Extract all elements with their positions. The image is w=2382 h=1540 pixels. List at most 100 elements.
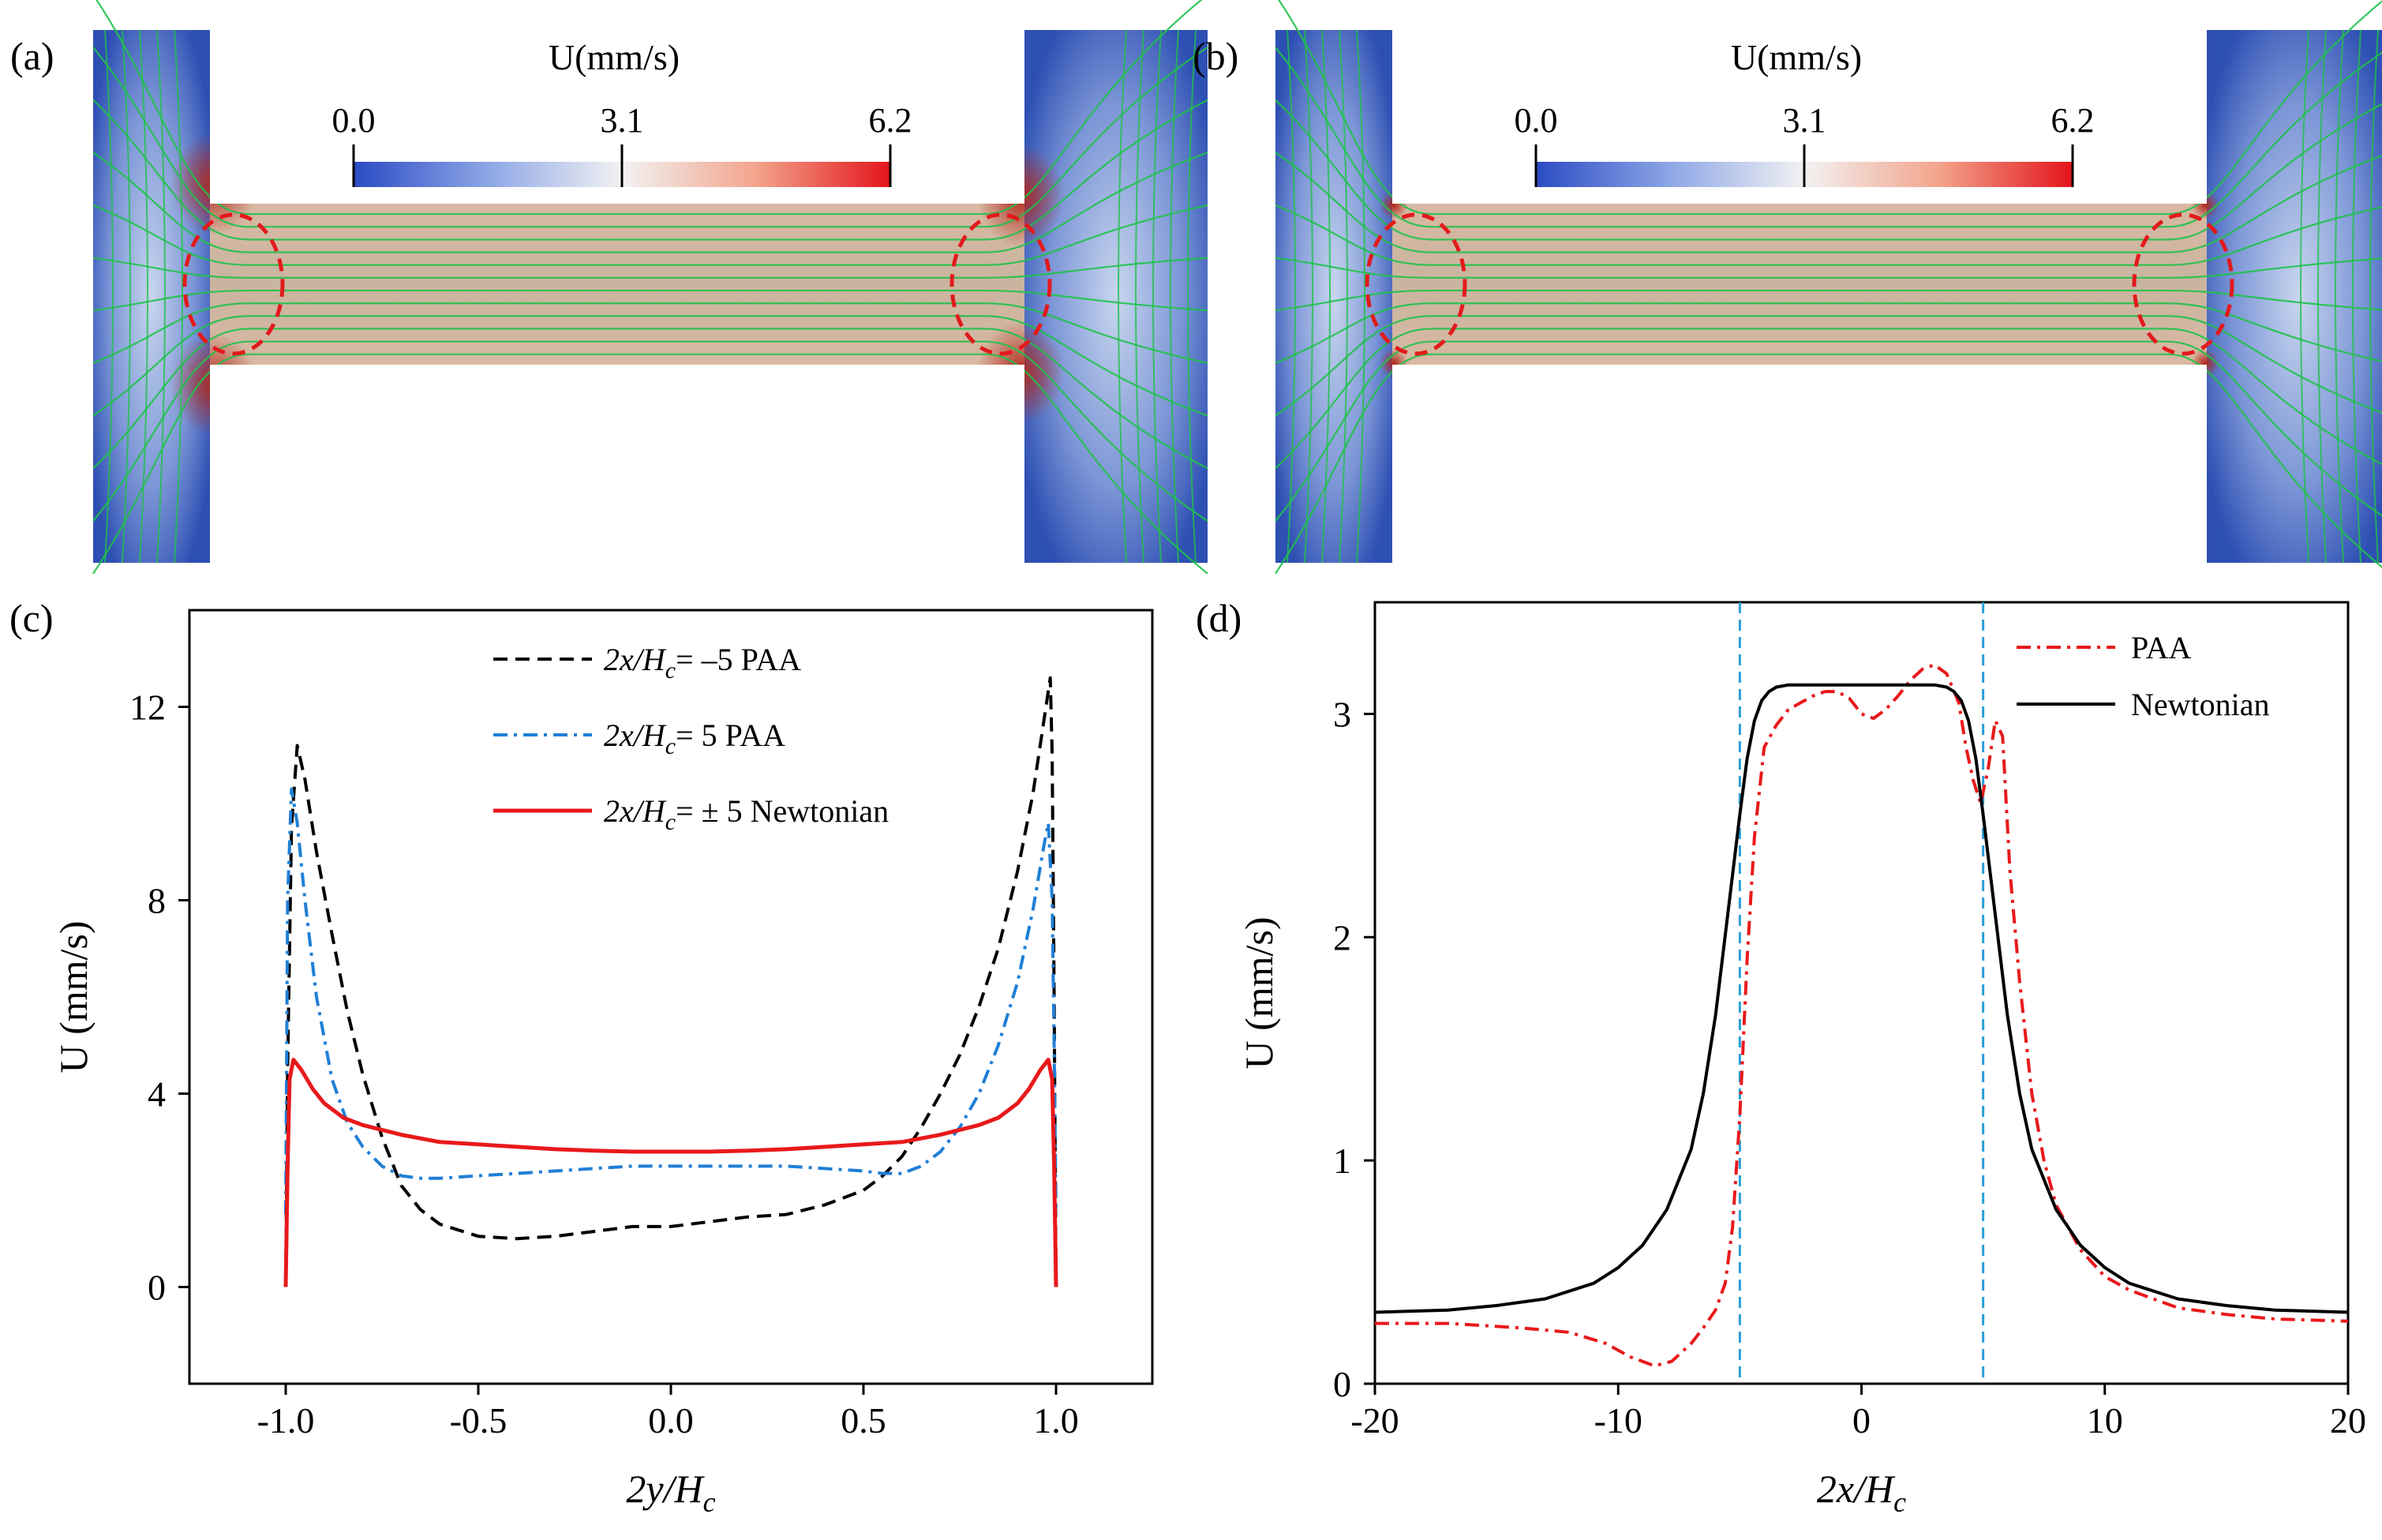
streamline xyxy=(1187,29,1197,564)
y-tick-label: 4 xyxy=(148,1074,166,1115)
wall-bottom xyxy=(210,365,1024,563)
x-axis-label: 2y/Hc xyxy=(626,1467,715,1518)
streamline xyxy=(1275,353,2382,575)
right-reservoir xyxy=(1024,30,1208,563)
entrance-ellipse xyxy=(1365,212,1467,356)
streamline xyxy=(92,315,1208,417)
wall-bottom xyxy=(1392,365,2207,563)
exit-ellipse xyxy=(2132,212,2234,356)
colorbar-tick-label: 6.2 xyxy=(869,101,912,140)
legend-label-sub: c xyxy=(665,809,676,835)
x-tick-label: -0.5 xyxy=(450,1400,507,1441)
streamline xyxy=(1275,289,2382,312)
legend-label-pre: 2x/H xyxy=(604,642,667,677)
streamline xyxy=(1275,302,2382,365)
streamline xyxy=(174,29,183,564)
streamline xyxy=(2300,29,2309,564)
panel-label: (b) xyxy=(1193,34,1238,78)
legend-label: 2x/Hc= ± 5 Newtonian xyxy=(604,793,889,835)
streamline xyxy=(92,257,1208,279)
series-line xyxy=(284,676,1058,1287)
y-tick-label: 3 xyxy=(1333,694,1351,734)
streamline xyxy=(92,99,1208,241)
streamline xyxy=(92,353,1208,575)
streamline xyxy=(92,47,1208,228)
streamline xyxy=(2369,29,2379,564)
x-tick-label: 0.0 xyxy=(648,1400,694,1441)
x-axis-label-main: 2x/H xyxy=(1817,1467,1896,1511)
streamline xyxy=(1275,257,2382,279)
x-tick-label: 0.5 xyxy=(841,1400,886,1441)
streamline xyxy=(1278,0,2382,215)
series-line xyxy=(1374,683,2349,1314)
panel-a: 0.0 3.1 6.2 U(mm/s) (a) xyxy=(10,0,1208,575)
colorbar-tick-label: 6.2 xyxy=(2051,101,2095,140)
panel-label: (a) xyxy=(10,34,54,78)
x-axis-label-sub: c xyxy=(703,1486,716,1518)
streamline xyxy=(1152,29,1162,564)
streamline xyxy=(92,340,1208,522)
legend-label-sub: c xyxy=(665,658,676,684)
legend-label-post: = –5 PAA xyxy=(676,642,801,677)
y-tick-label: 0 xyxy=(148,1268,166,1308)
legend-label: Newtonian xyxy=(2131,687,2270,722)
x-tick-label: 20 xyxy=(2330,1400,2366,1441)
channel xyxy=(210,204,1024,365)
panel-d: -20 -10 0 10 20 0 1 2 3 2x/Hc U (mm/s) PAA Newtonian… xyxy=(1196,596,2366,1518)
y-tick-label: 12 xyxy=(129,688,166,728)
streamline xyxy=(156,29,166,564)
streamline xyxy=(1356,29,1365,564)
left-reservoir xyxy=(1275,30,1392,563)
legend-label: 2x/Hc= 5 PAA xyxy=(604,718,785,759)
x-tick-label: 0 xyxy=(1852,1400,1871,1441)
streamline xyxy=(92,302,1208,365)
streamline xyxy=(96,0,1203,215)
x-axis-label-sub: c xyxy=(1893,1486,1906,1518)
panel-b: 0.0 3.1 6.2 U(mm/s) (b) xyxy=(1193,0,2382,575)
streamline xyxy=(1287,29,1296,564)
legend-label-post: = 5 PAA xyxy=(676,718,785,753)
colorbar-title: U(mm/s) xyxy=(1731,37,1862,77)
legend-label: PAA xyxy=(2131,630,2191,665)
streamline xyxy=(1339,29,1348,564)
streamline xyxy=(92,152,1208,253)
streamline xyxy=(2317,29,2327,564)
panel-label: (d) xyxy=(1196,596,1242,640)
legend-label-sub: c xyxy=(665,733,676,759)
plot-frame xyxy=(188,609,1154,1385)
legend-label: 2x/Hc= –5 PAA xyxy=(604,642,801,684)
streamline xyxy=(122,29,131,564)
streamline xyxy=(1321,29,1331,564)
streamline xyxy=(1275,328,2382,470)
y-tick-label: 8 xyxy=(148,881,166,921)
streamline xyxy=(92,328,1208,470)
y-tick-label: 1 xyxy=(1333,1141,1351,1181)
legend-label-pre: 2x/H xyxy=(604,718,667,753)
x-tick-label: -1.0 xyxy=(257,1400,315,1441)
y-axis-label: U (mm/s) xyxy=(51,920,96,1073)
x-tick-label: -10 xyxy=(1594,1400,1642,1441)
series-line xyxy=(1375,663,2349,1368)
x-axis-label: 2x/Hc xyxy=(1817,1467,1906,1518)
streamline xyxy=(2352,29,2361,564)
legend-label-pre: 2x/H xyxy=(604,793,667,829)
colorbar-tick-label: 0.0 xyxy=(1515,101,1558,140)
y-axis-label: U (mm/s) xyxy=(1237,916,1281,1069)
streamline xyxy=(1275,340,2382,522)
streamline xyxy=(92,289,1208,312)
streamline xyxy=(104,29,114,564)
series-line xyxy=(284,787,1058,1215)
streamline xyxy=(1118,29,1127,564)
streamline xyxy=(1275,47,2382,228)
streamline xyxy=(1170,29,1179,564)
streamline xyxy=(1275,315,2382,417)
colorbar-tick-label: 3.1 xyxy=(601,101,644,140)
series-line xyxy=(283,1058,1058,1287)
streamline xyxy=(1135,29,1144,564)
legend-label-post: = ± 5 Newtonian xyxy=(676,793,889,829)
x-tick-label: 1.0 xyxy=(1033,1400,1079,1441)
y-tick-label: 2 xyxy=(1333,917,1351,957)
streamline xyxy=(1275,204,2382,266)
